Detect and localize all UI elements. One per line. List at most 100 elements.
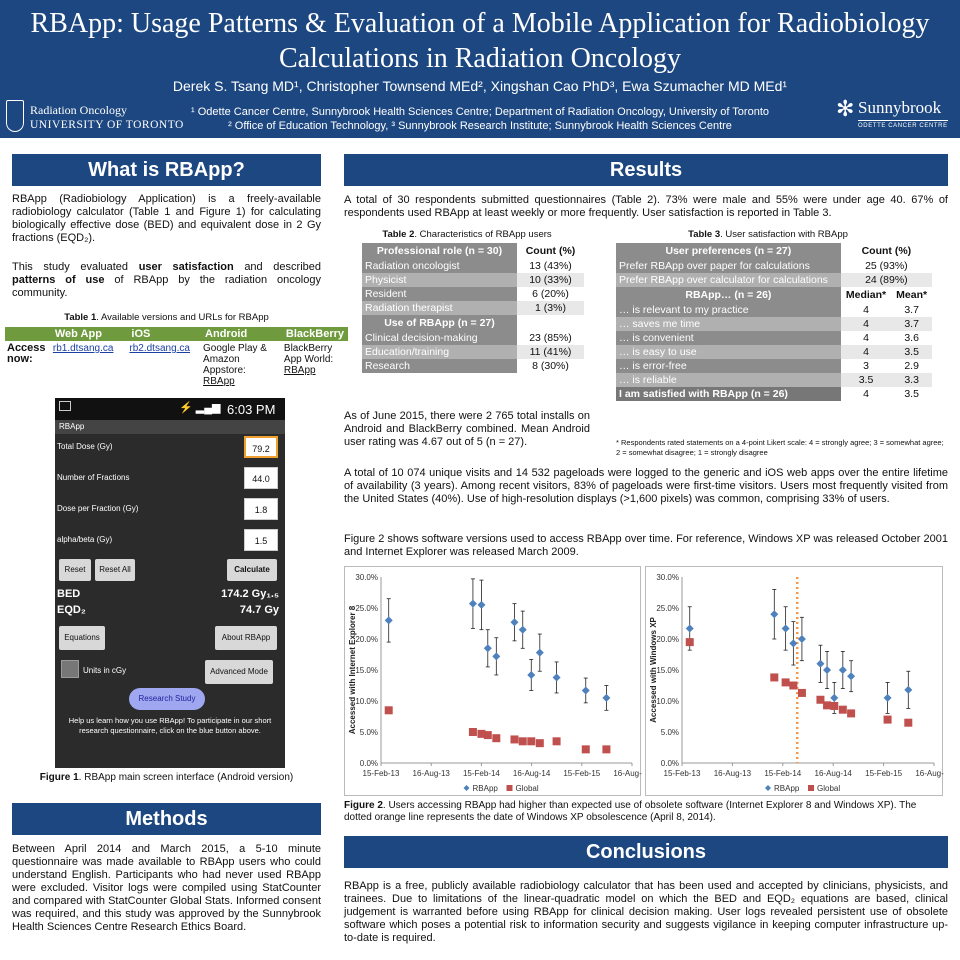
table2-row-label: Radiation therapist [362, 301, 517, 315]
table1-row: Access now: rb1.dtsang.ca rb2.dtsang.ca … [5, 341, 348, 389]
y-tick-label: 5.0% [661, 728, 679, 737]
global-point [830, 701, 839, 710]
legend-rbapp-label: RBApp [774, 784, 800, 793]
eqd2-value: 74.7 Gy [239, 604, 279, 616]
rbapp-point [468, 599, 477, 608]
uoft-logo-line2: UNIVERSITY OF TORONTO [30, 119, 184, 131]
y-tick-label: 15.0% [656, 666, 679, 675]
rbapp-point [904, 685, 913, 694]
sunnybrook-star-icon: ✻ [836, 96, 855, 121]
table3-caption: Table 3. User satisfaction with RBApp [616, 229, 920, 241]
table3-row: … saves me time 4 3.7 [616, 317, 932, 331]
web-app-url[interactable]: rb1.dtsang.ca [52, 343, 114, 354]
poster-header: RBApp: Usage Patterns & Evaluation of a … [0, 0, 960, 138]
table3-header-prefs: User preferences (n = 27) Count (%) [616, 243, 932, 259]
x-tick-label: 16-Aug-15 [613, 769, 642, 778]
p2-bold-a: user satisfaction [138, 261, 234, 273]
global-point [602, 745, 611, 754]
table1-caption-text: . Available versions and URLs for RBApp [96, 312, 269, 323]
android-link[interactable]: RBApp [203, 376, 235, 387]
research-study-button[interactable]: Research Study [129, 688, 205, 710]
signal-icon: ⚡ ▂▄▆ [179, 402, 221, 414]
total-dose-input[interactable]: 79.2 [244, 436, 278, 458]
global-point [823, 701, 832, 710]
rbapp-point [483, 644, 492, 653]
y-tick-label: 25.0% [355, 604, 378, 613]
android-cell: Google Play & Amazon Appstore: RBApp [201, 341, 282, 389]
table2-head-blank [516, 315, 584, 331]
table3-item-median: 4 [840, 331, 892, 345]
table3-head-mean: Mean* [891, 287, 932, 303]
table3-item-median: 4 [840, 317, 892, 331]
dose-per-fraction-input[interactable]: 1.8 [244, 498, 278, 520]
table1-header-ios: iOS [127, 327, 202, 341]
phone-app-title: RBApp [55, 420, 285, 434]
figure2-caption-text: . Users accessing RBApp had higher than … [344, 800, 917, 823]
figure1-caption-text: . RBApp main screen interface (Android v… [78, 772, 294, 783]
fractions-input[interactable]: 44.0 [244, 467, 278, 489]
table3-item-mean: 3.5 [891, 345, 932, 359]
table3-item-median: 3.5 [840, 373, 892, 387]
table2-row: Physicist 10 (33%) [362, 273, 584, 287]
table3-item-median: 4 [840, 345, 892, 359]
figure1-caption: Figure 1. RBApp main screen interface (A… [12, 772, 321, 784]
rbapp-point [816, 659, 825, 668]
table3-pref-value: 25 (93%) [840, 259, 932, 273]
what-paragraph-2: This study evaluated user satisfaction a… [12, 261, 321, 300]
x-tick-label: 15-Feb-13 [363, 769, 400, 778]
units-checkbox[interactable] [61, 660, 79, 678]
table2-head-role: Professional role (n = 30) [362, 243, 517, 259]
reset-all-button[interactable]: Reset All [95, 559, 135, 581]
table3-item-mean: 2.9 [891, 359, 932, 373]
table3-item-label: … is easy to use [616, 345, 841, 359]
equations-button[interactable]: Equations [59, 626, 105, 650]
rbapp-point [384, 616, 393, 625]
table3-caption-text: . User satisfaction with RBApp [720, 229, 848, 240]
alpha-beta-label: alpha/beta (Gy) [57, 535, 113, 544]
table2-row-label: Research [362, 359, 517, 373]
blackberry-link[interactable]: RBApp [283, 365, 316, 376]
y-tick-label: 10.0% [355, 697, 378, 706]
global-point [789, 681, 798, 690]
rbapp-point [535, 648, 544, 657]
table3-item-label: … is reliable [616, 373, 841, 387]
results-paragraph-3: Figure 2 shows software versions used to… [344, 533, 948, 558]
reset-button[interactable]: Reset [59, 559, 91, 581]
table2: Professional role (n = 30) Count (%) Radi… [362, 243, 584, 373]
methods-heading: Methods [12, 803, 321, 835]
global-point [510, 735, 519, 744]
advanced-mode-button[interactable]: Advanced Mode [205, 660, 273, 684]
figure1-caption-label: Figure 1 [39, 772, 79, 783]
rbapp-point [823, 666, 832, 674]
table2-row-value: 23 (85%) [516, 331, 584, 345]
phone-time: 6:03 PM [227, 402, 276, 417]
table3-satisfied-label: I am satisfied with RBApp (n = 26) [616, 387, 841, 401]
ios-url[interactable]: rb2.dtsang.ca [129, 343, 190, 354]
x-tick-label: 16-Aug-14 [815, 769, 853, 778]
uoft-logo: Radiation Oncology UNIVERSITY OF TORONTO [4, 100, 189, 134]
table3-row: … is error-free 3 2.9 [616, 359, 932, 373]
table1: Web App iOS Android BlackBerry Access no… [5, 327, 348, 389]
calculate-button[interactable]: Calculate [227, 559, 277, 581]
affiliation-1: ¹ Odette Cancer Centre, Sunnybrook Healt… [191, 106, 769, 118]
rbapp-point [492, 652, 501, 661]
global-point [685, 638, 694, 647]
table2-row-value: 11 (41%) [516, 345, 584, 359]
global-point [883, 715, 892, 724]
x-tick-label: 15-Feb-15 [563, 769, 600, 778]
image-icon [59, 401, 71, 411]
web-app-link[interactable]: rb1.dtsang.ca [51, 341, 128, 389]
y-tick-label: 25.0% [656, 604, 679, 613]
crest-icon [6, 100, 24, 132]
table2-row-value: 8 (30%) [516, 359, 584, 373]
alpha-beta-input[interactable]: 1.5 [244, 529, 278, 551]
ios-link[interactable]: rb2.dtsang.ca [127, 341, 201, 389]
x-tick-label: 16-Aug-15 [915, 769, 944, 778]
affiliation-2: ² Office of Education Technology, ³ Sunn… [228, 120, 732, 132]
fractions-label: Number of Fractions [57, 473, 130, 482]
global-point [535, 739, 544, 748]
about-button[interactable]: About RBApp [215, 626, 277, 650]
table3-head-prefs: User preferences (n = 27) [616, 243, 841, 259]
table3-row: … is easy to use 4 3.5 [616, 345, 932, 359]
methods-text: Between April 2014 and March 2015, a 5-1… [12, 843, 321, 933]
